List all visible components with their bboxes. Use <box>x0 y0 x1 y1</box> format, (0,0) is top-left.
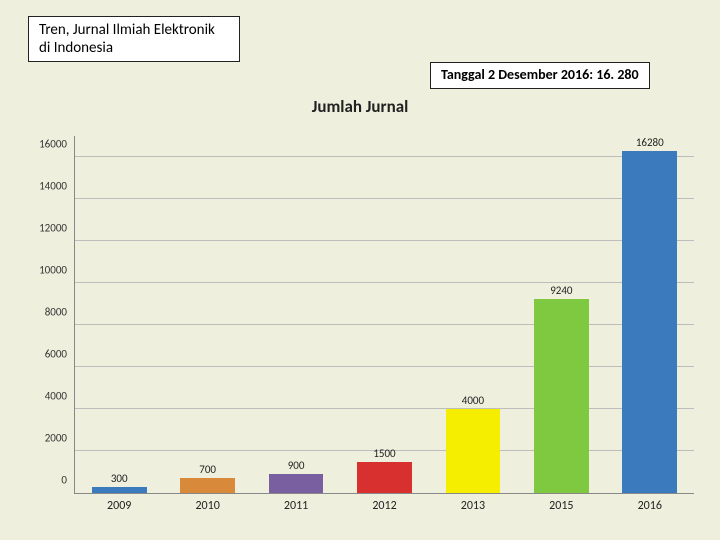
title-box: Tren, Jurnal Ilmiah Elektronik di Indone… <box>28 16 240 62</box>
bar-value-label: 1500 <box>373 447 395 460</box>
bar-slot: 40002013 <box>446 136 501 493</box>
x-axis-label: 2015 <box>549 499 573 513</box>
bar-slot: 92402015 <box>534 136 589 493</box>
y-axis-label: 10000 <box>39 264 75 277</box>
y-axis-label: 0 <box>61 474 75 487</box>
bar-slot: 7002010 <box>180 136 235 493</box>
y-axis-label: 6000 <box>45 348 75 361</box>
bar-value-label: 4000 <box>462 394 484 407</box>
bar-slot: 9002011 <box>269 136 324 493</box>
y-axis-label: 8000 <box>45 306 75 319</box>
bar-value-label: 300 <box>111 472 128 485</box>
bar-slot: 15002012 <box>357 136 412 493</box>
chart-title: Jumlah Jurnal <box>0 96 720 117</box>
y-axis-label: 4000 <box>45 390 75 403</box>
x-axis-label: 2016 <box>638 499 662 513</box>
y-axis-label: 16000 <box>39 138 75 151</box>
plot-area: 0200040006000800010000120001400016000300… <box>74 136 694 494</box>
y-axis-label: 14000 <box>39 180 75 193</box>
date-box: Tanggal 2 Desember 2016: 16. 280 <box>430 62 650 89</box>
y-axis-label: 12000 <box>39 222 75 235</box>
x-axis-label: 2013 <box>461 499 485 513</box>
bar-value-label: 700 <box>199 463 216 476</box>
bar: 900 <box>269 474 324 493</box>
bar-slot: 162802016 <box>622 136 677 493</box>
bar-slot: 3002009 <box>92 136 147 493</box>
bar: 9240 <box>534 299 589 493</box>
y-axis-label: 2000 <box>45 432 75 445</box>
x-axis-label: 2010 <box>195 499 219 513</box>
bar-value-label: 9240 <box>550 284 572 297</box>
x-axis-label: 2009 <box>107 499 131 513</box>
x-axis-label: 2011 <box>284 499 308 513</box>
bar-value-label: 16280 <box>636 136 664 149</box>
bar: 700 <box>180 478 235 493</box>
bar-value-label: 900 <box>288 459 305 472</box>
bar-chart: 0 2000 4000 6000 8000 10000 12000 14000 16000 300… <box>18 136 702 522</box>
bar: 300 <box>92 487 147 493</box>
bar: 16280 <box>622 151 677 493</box>
bar: 1500 <box>357 462 412 494</box>
bar: 4000 <box>446 409 501 493</box>
x-axis-label: 2012 <box>372 499 396 513</box>
